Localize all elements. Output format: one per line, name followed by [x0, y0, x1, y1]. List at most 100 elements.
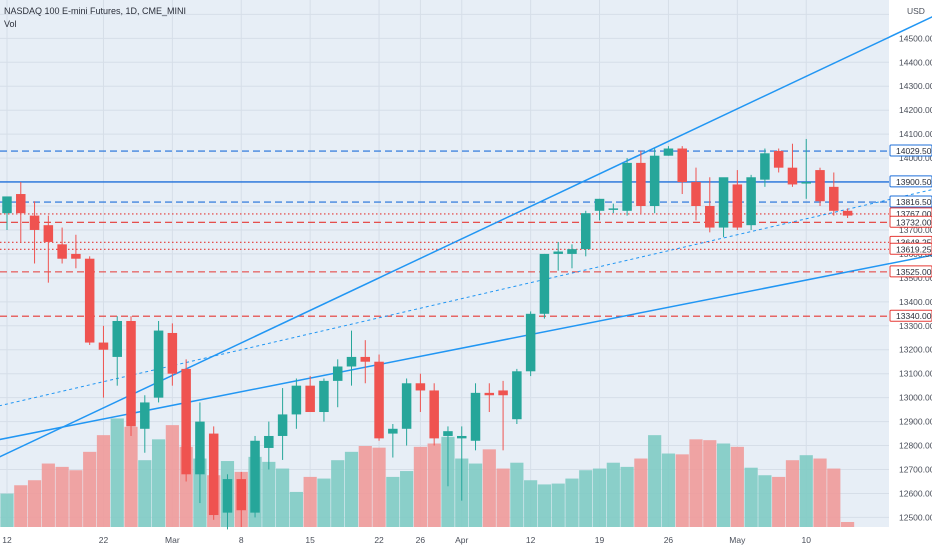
- price-tick-label: 12800.00: [899, 441, 932, 451]
- candle-body: [760, 153, 770, 180]
- volume-bar: [496, 468, 510, 527]
- price-axis: 12500.00 12600.00 12700.00 12800.00 12900.00…: [899, 33, 932, 522]
- candle-body: [195, 421, 205, 475]
- level-label-box: [889, 175, 932, 188]
- price-tick-label: 14300.00: [899, 81, 932, 91]
- candle-body: [291, 385, 302, 415]
- level-label-box: [889, 215, 932, 228]
- volume-bar: [289, 491, 303, 527]
- candle-body: [112, 320, 122, 357]
- price-tick-label: 12700.00: [899, 465, 932, 475]
- candle-body: [84, 258, 95, 343]
- volume-bar: [606, 462, 620, 527]
- volume-bar: [551, 483, 565, 527]
- candle-body: [388, 428, 398, 434]
- price-tick-label: 12500.00: [899, 512, 932, 522]
- price-tick-label: 14500.00: [899, 33, 932, 43]
- level-label-box: [889, 195, 932, 208]
- volume-bar: [41, 463, 55, 527]
- price-tick-label: 12600.00: [899, 488, 932, 498]
- volume-bar: [482, 449, 496, 527]
- candle-body: [208, 433, 219, 516]
- volume-bar: [358, 446, 372, 527]
- level-label-text: 13340.00: [896, 311, 932, 321]
- volume-bar: [730, 446, 744, 527]
- price-tick-label: 14000.00: [899, 153, 932, 163]
- candle-body: [525, 313, 536, 372]
- volume-bar: [785, 460, 800, 527]
- volume-bar: [840, 521, 855, 527]
- volume-bar: [799, 455, 813, 527]
- candle-body: [456, 435, 467, 439]
- candle-body: [677, 148, 687, 183]
- candle-body: [636, 162, 646, 207]
- volume-bar: [331, 460, 345, 527]
- price-tick-label: 12900.00: [899, 417, 932, 427]
- volume-bar: [400, 471, 414, 527]
- candle-body: [484, 392, 495, 396]
- time-axis-background: [0, 527, 932, 550]
- volume-bar: [165, 425, 179, 527]
- candle-body: [608, 208, 619, 210]
- candle-body: [2, 196, 12, 214]
- candle-body: [581, 213, 591, 250]
- time-tick-label: 15: [305, 535, 315, 545]
- candle-body: [222, 479, 233, 513]
- volume-bar: [579, 470, 593, 527]
- candle-body: [126, 320, 136, 427]
- candle-body: [539, 253, 550, 314]
- volume-bars: [0, 418, 855, 527]
- trendline: [0, 254, 932, 441]
- volume-bar: [661, 453, 676, 527]
- level-labels: 14029.50 13900.50 13816.50 13767.0013732.00…: [889, 144, 932, 322]
- candles: [2, 138, 853, 530]
- candle-body: [567, 249, 577, 254]
- candle-body: [443, 431, 453, 436]
- level-label-box: [889, 144, 932, 157]
- volume-bar: [592, 468, 607, 527]
- price-tick-label: 14400.00: [899, 57, 932, 67]
- candle-body: [16, 194, 26, 214]
- candle-body: [71, 253, 81, 259]
- price-tick-label: 14100.00: [899, 129, 932, 139]
- level-label-text: 13619.25: [896, 244, 932, 254]
- candle-body: [415, 383, 426, 391]
- candle-body: [305, 385, 315, 413]
- time-tick-label: 22: [99, 535, 109, 545]
- volume-bar: [124, 426, 138, 527]
- candle-body: [153, 330, 164, 398]
- volume-bar: [772, 476, 786, 527]
- price-tick-label: 13500.00: [899, 273, 932, 283]
- price-tick-label: 13000.00: [899, 393, 932, 403]
- volume-bar: [262, 461, 276, 527]
- volume-bar: [27, 480, 42, 527]
- price-tick-label: 13300.00: [899, 321, 932, 331]
- candle-body: [140, 402, 150, 429]
- candle-body: [401, 383, 412, 429]
- candle-body: [732, 184, 743, 228]
- candle-body: [829, 186, 839, 211]
- candle-body: [277, 414, 288, 436]
- time-tick-label: Apr: [455, 535, 468, 545]
- candle-body: [250, 440, 260, 513]
- volume-bar: [14, 485, 28, 527]
- price-tick-label: 13700.00: [899, 225, 932, 235]
- volume-bar: [317, 478, 331, 527]
- candle-body: [346, 356, 357, 367]
- time-tick-label: 19: [595, 535, 605, 545]
- candle-body: [787, 167, 798, 185]
- candle-body: [332, 366, 343, 381]
- time-axis: 12 22 Mar 8 15 22 26 Apr 12 19 26 May 10: [2, 535, 811, 545]
- time-tick-label: 26: [416, 535, 426, 545]
- time-tick-label: 10: [802, 535, 812, 545]
- volume-bar: [96, 435, 111, 527]
- level-label-text: 13900.50: [896, 177, 932, 187]
- trendline: [0, 189, 932, 407]
- volume-label: Vol: [4, 19, 17, 29]
- candle-body: [594, 198, 605, 211]
- volume-bar: [151, 439, 166, 527]
- volume-bar: [689, 439, 703, 527]
- volume-bar: [344, 451, 359, 527]
- candle-body: [470, 392, 481, 441]
